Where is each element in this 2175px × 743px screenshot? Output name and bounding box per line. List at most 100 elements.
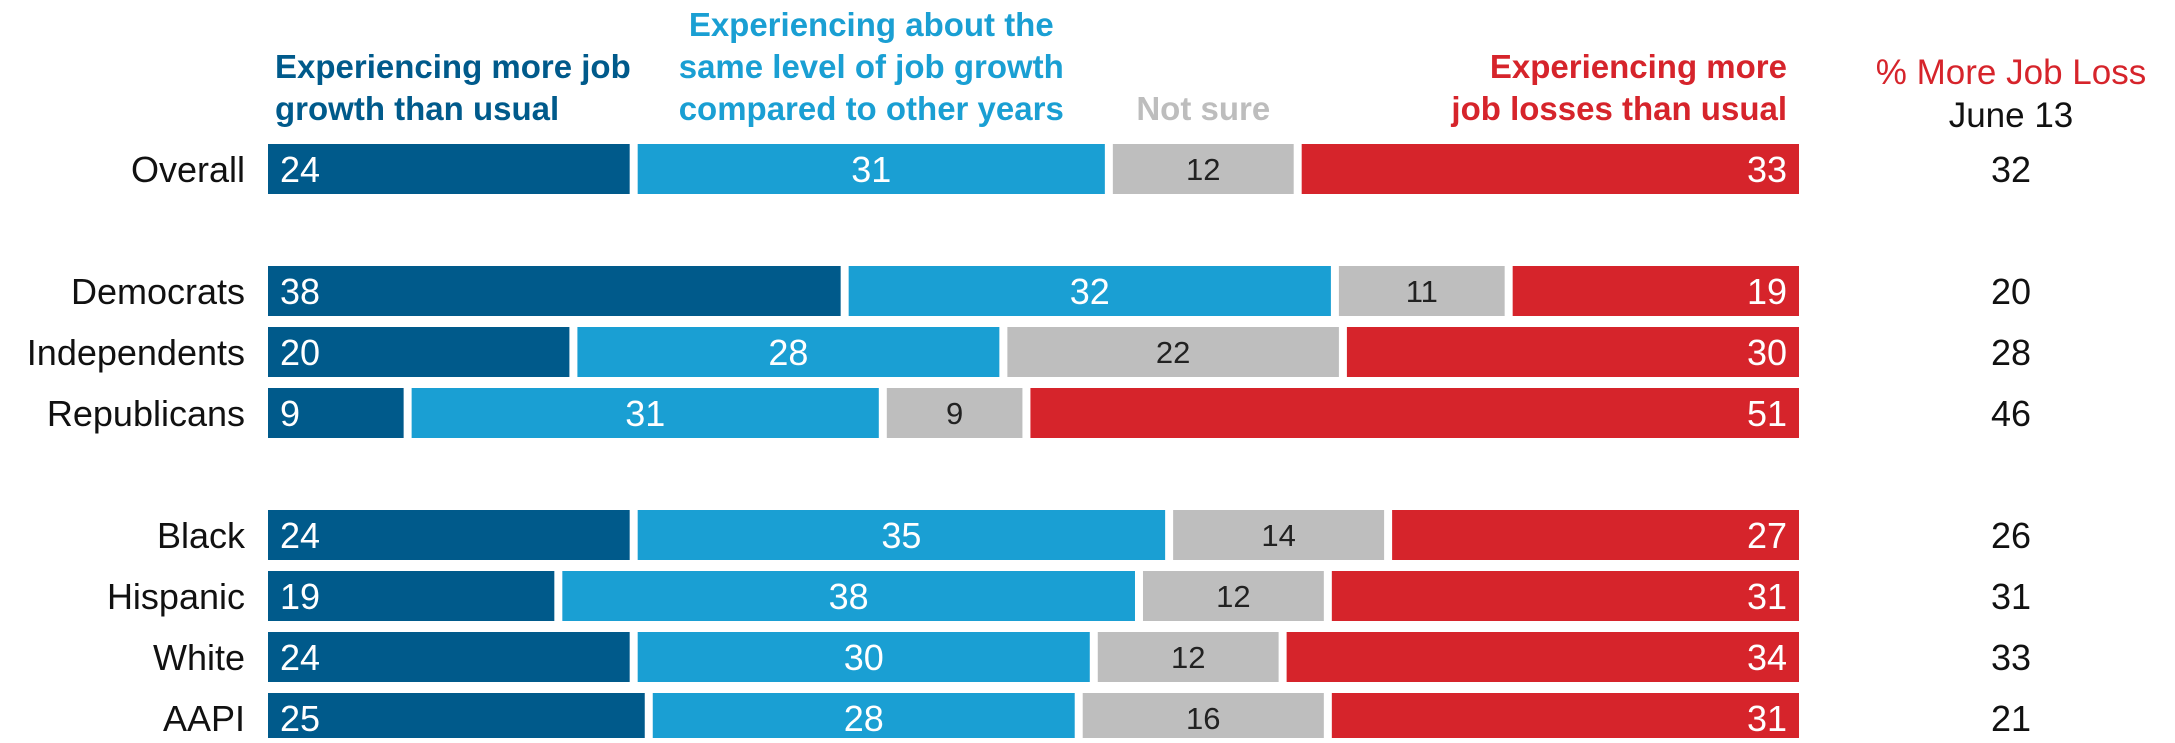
bar-value-label: 24 [280,637,320,678]
row-democrats: Democrats 38 32 11 19 [71,266,1799,316]
bar-segment-more-losses [1346,327,1799,377]
bar-value-label: 31 [1747,576,1787,617]
bar-segment-same-level [652,693,1075,743]
bar-value-label: 27 [1747,515,1787,556]
bar-segment-more-growth [268,632,630,682]
bar-segment-not-sure [1112,144,1294,194]
bar-segment-same-level [637,510,1166,560]
bar-segment-not-sure [886,388,1023,438]
chart-rows: Overall 24 31 12 33 Democrats 38 32 11 19 Independ… [27,144,1799,743]
row-label: Independents [27,332,245,373]
row-independents: Independents 20 28 22 30 [27,327,1799,377]
bar-value-label: 28 [844,698,884,738]
bar-segment-more-losses [1512,266,1799,316]
bar-segment-more-growth [268,144,630,194]
bar-value-label: 28 [768,332,808,373]
bar-segment-more-growth [268,571,555,621]
comparison-value: 33 [1991,637,2031,678]
comparison-value: 26 [1991,515,2031,556]
header-more-losses: Experiencing more job losses than usual [1450,48,1787,127]
comparison-value: 31 [1991,576,2031,617]
bar-value-label: 31 [1747,698,1787,738]
row-label: Overall [131,149,245,190]
header-line: Not sure [1136,90,1270,127]
header-line: job losses than usual [1450,90,1787,127]
bar-segment-more-losses [1392,510,1799,560]
bar-segment-same-level [637,632,1090,682]
row-aapi: AAPI 25 28 16 31 [163,693,1799,743]
row-black: Black 24 35 14 27 [157,510,1799,560]
bar-value-label: 16 [1186,701,1220,736]
bar-segment-more-growth [268,388,404,438]
header-same-level: Experiencing about the same level of job … [679,6,1064,127]
bar-segment-not-sure [1338,266,1505,316]
bar-value-label: 9 [280,393,300,434]
comparison-title: % More Job Loss [1876,53,2146,92]
bar-value-label: 24 [280,515,320,556]
bar-value-label: 33 [1747,149,1787,190]
row-label: Republicans [47,393,245,434]
bar-value-label: 31 [625,393,665,434]
bar-value-label: 32 [1070,271,1110,312]
bar-segment-same-level [577,327,1000,377]
header-line: Experiencing more [1490,48,1787,85]
header-line: growth than usual [275,90,559,127]
comparison-value: 28 [1991,332,2031,373]
bar-value-label: 19 [280,576,320,617]
row-overall: Overall 24 31 12 33 [131,144,1799,194]
bar-segment-same-level [411,388,879,438]
bar-value-label: 20 [280,332,320,373]
row-republicans: Republicans 9 31 9 51 [47,388,1799,438]
bar-segment-not-sure [1007,327,1339,377]
header-line: Experiencing about the [689,6,1054,43]
comparison-value: 46 [1991,393,2031,434]
bar-segment-same-level [637,144,1105,194]
comparison-value: 21 [1991,698,2031,738]
row-white: White 24 30 12 34 [153,632,1799,682]
bar-segment-not-sure [1082,693,1324,743]
bar-value-label: 31 [851,149,891,190]
bar-value-label: 38 [280,271,320,312]
bar-segment-more-losses [1301,144,1799,194]
comparison-value: 32 [1991,149,2031,190]
bar-value-label: 9 [946,396,963,431]
bar-segment-not-sure [1142,571,1324,621]
comparison-column: % More Job Loss June 13 32 20 28 46 26 31 33 21 [1876,53,2146,739]
bar-value-label: 25 [280,698,320,738]
row-label: AAPI [163,698,245,738]
header-line: Experiencing more job [275,48,631,85]
bar-segment-more-losses [1331,571,1799,621]
row-label: Black [157,515,246,556]
header-line: same level of job growth [679,48,1064,85]
bar-value-label: 19 [1747,271,1787,312]
bar-segment-not-sure [1173,510,1385,560]
bar-segment-more-losses [1030,388,1799,438]
row-label: Democrats [71,271,245,312]
bar-segment-same-level [848,266,1331,316]
bar-segment-more-losses [1286,632,1799,682]
bar-segment-more-growth [268,510,630,560]
comparison-value: 20 [1991,271,2031,312]
bar-value-label: 34 [1747,637,1787,678]
header-not-sure: Not sure [1136,90,1270,127]
row-label: White [153,637,245,678]
bar-value-label: 51 [1747,393,1787,434]
bar-value-label: 22 [1156,335,1190,370]
bar-segment-more-growth [268,327,570,377]
bar-value-label: 12 [1171,640,1205,675]
header-more-growth: Experiencing more job growth than usual [275,48,631,127]
bar-value-label: 12 [1216,579,1250,614]
bar-segment-same-level [562,571,1135,621]
bar-segment-more-growth [268,693,645,743]
bar-value-label: 12 [1186,152,1220,187]
row-label: Hispanic [107,576,245,617]
bar-value-label: 24 [280,149,320,190]
bar-segment-more-growth [268,266,841,316]
bar-value-label: 30 [1747,332,1787,373]
bar-value-label: 38 [829,576,869,617]
row-hispanic: Hispanic 19 38 12 31 [107,571,1799,621]
bar-value-label: 14 [1261,518,1295,553]
